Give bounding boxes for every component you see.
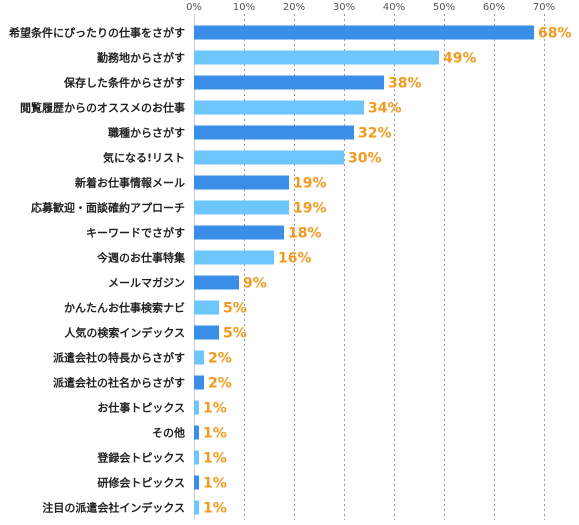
category-label: キーワードでさがす bbox=[86, 226, 185, 240]
bar bbox=[194, 475, 199, 490]
category-label: 勤務地からさがす bbox=[97, 51, 185, 65]
bar bbox=[194, 375, 204, 390]
category-label: 人気の検索インデックス bbox=[64, 326, 185, 340]
bar bbox=[194, 75, 384, 90]
category-label: 応募歓迎・面談確約アプローチ bbox=[31, 201, 185, 215]
bar bbox=[194, 350, 204, 365]
category-label: 今週のお仕事特集 bbox=[96, 251, 186, 265]
value-label: 68% bbox=[538, 26, 572, 42]
value-label: 18% bbox=[288, 226, 322, 242]
value-label: 1% bbox=[203, 501, 227, 517]
value-label: 5% bbox=[223, 301, 247, 317]
value-label: 38% bbox=[388, 76, 422, 92]
x-tick-label: 10% bbox=[233, 2, 255, 13]
bar bbox=[194, 150, 344, 165]
value-label: 49% bbox=[443, 51, 477, 67]
bar bbox=[194, 125, 354, 140]
category-label: 研修会トピックス bbox=[97, 476, 185, 490]
value-label: 1% bbox=[203, 426, 227, 442]
bar bbox=[194, 425, 199, 440]
bar bbox=[194, 300, 219, 315]
value-label: 1% bbox=[203, 476, 227, 492]
value-label: 19% bbox=[293, 201, 327, 217]
category-label: 登録会トピックス bbox=[96, 451, 185, 465]
bar bbox=[194, 275, 239, 290]
category-label: 新着お仕事情報メール bbox=[75, 176, 185, 190]
value-label: 32% bbox=[358, 126, 392, 142]
value-label: 1% bbox=[203, 451, 227, 467]
category-label: かんたんお仕事検索ナビ bbox=[64, 301, 185, 315]
x-tick-label: 70% bbox=[533, 2, 555, 13]
value-label: 1% bbox=[203, 401, 227, 417]
category-label: 閲覧履歴からのオススメのお仕事 bbox=[20, 101, 185, 115]
bar bbox=[194, 325, 219, 340]
bar bbox=[194, 450, 199, 465]
bar bbox=[194, 225, 284, 240]
value-label: 30% bbox=[348, 151, 382, 167]
value-label: 19% bbox=[293, 176, 327, 192]
bar bbox=[194, 175, 289, 190]
x-tick-label: 40% bbox=[383, 2, 405, 13]
category-label: お仕事トピックス bbox=[97, 401, 185, 415]
value-label: 16% bbox=[278, 251, 312, 267]
category-label: 保存した条件からさがす bbox=[63, 76, 185, 90]
value-label: 2% bbox=[208, 376, 232, 392]
x-tick-label: 20% bbox=[283, 2, 305, 13]
bar bbox=[194, 250, 274, 265]
bar bbox=[194, 100, 364, 115]
value-label: 9% bbox=[243, 276, 267, 292]
bar bbox=[194, 500, 199, 515]
category-label: 注目の派遣会社インデックス bbox=[42, 501, 185, 515]
category-label: メールマガジン bbox=[108, 276, 185, 290]
value-label: 34% bbox=[368, 101, 402, 117]
x-tick-label: 50% bbox=[433, 2, 455, 13]
x-tick-label: 0% bbox=[186, 2, 202, 13]
bar bbox=[194, 400, 199, 415]
x-tick-label: 60% bbox=[483, 2, 505, 13]
category-label: 派遣会社の特長からさがす bbox=[53, 351, 185, 365]
category-label: その他 bbox=[152, 426, 185, 440]
bar bbox=[194, 50, 439, 65]
bar bbox=[194, 200, 289, 215]
value-label: 5% bbox=[223, 326, 247, 342]
x-tick-label: 30% bbox=[333, 2, 355, 13]
bar bbox=[194, 25, 534, 40]
category-label: 希望条件にぴったりの仕事をさがす bbox=[8, 26, 185, 40]
category-label: 職種からさがす bbox=[108, 126, 185, 140]
value-label: 2% bbox=[208, 351, 232, 367]
category-label: 派遣会社の社名からさがす bbox=[53, 376, 185, 390]
category-label: 気になる!リスト bbox=[103, 151, 185, 165]
